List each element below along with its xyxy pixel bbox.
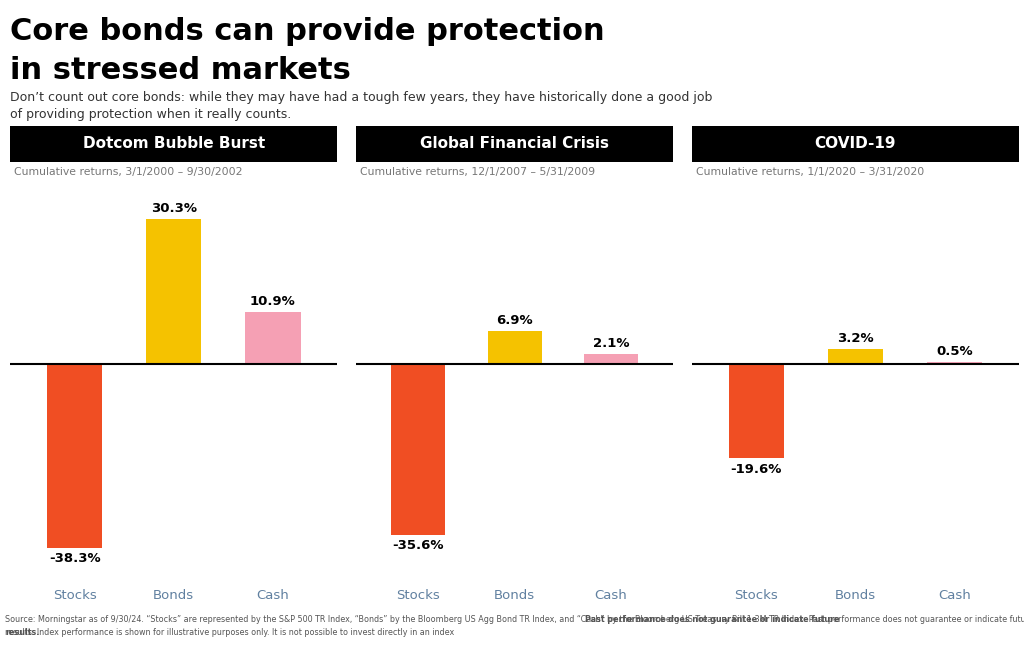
Text: 3.2%: 3.2% [837,332,873,344]
Bar [391,364,445,535]
Text: Don’t count out core bonds: while they may have had a tough few years, they have: Don’t count out core bonds: while they m… [10,91,713,104]
Bar [584,354,638,364]
Text: results. Index performance is shown for illustrative purposes only. It is not po: results. Index performance is shown for … [5,628,455,637]
Text: Cash: Cash [595,589,628,602]
Text: -35.6%: -35.6% [392,539,444,553]
Text: COVID-19: COVID-19 [815,136,896,151]
Bar [47,364,102,548]
Text: Bonds: Bonds [494,589,536,602]
Text: Cash: Cash [938,589,971,602]
Text: 2.1%: 2.1% [593,337,629,350]
Bar [487,331,542,364]
Text: of providing protection when it really counts.: of providing protection when it really c… [10,108,292,122]
Text: results.: results. [5,628,40,637]
Text: Stocks: Stocks [53,589,96,602]
Text: 30.3%: 30.3% [151,202,197,215]
Bar [927,362,982,364]
Text: Bonds: Bonds [154,589,195,602]
Bar [146,219,202,364]
Text: -38.3%: -38.3% [49,553,100,565]
Text: Core bonds can provide protection: Core bonds can provide protection [10,17,605,46]
Text: Global Financial Crisis: Global Financial Crisis [420,136,609,151]
Text: Source: Morningstar as of 9/30/24. “Stocks” are represented by the S&P 500 TR In: Source: Morningstar as of 9/30/24. “Stoc… [5,615,1024,624]
Text: Cumulative returns, 12/1/2007 – 5/31/2009: Cumulative returns, 12/1/2007 – 5/31/200… [359,167,595,177]
Text: Bonds: Bonds [835,589,876,602]
Text: Cash: Cash [256,589,289,602]
Text: Past performance does not guarantee or indicate future: Past performance does not guarantee or i… [585,615,840,624]
Text: Cumulative returns, 1/1/2020 – 3/31/2020: Cumulative returns, 1/1/2020 – 3/31/2020 [696,167,925,177]
Text: 0.5%: 0.5% [936,344,973,358]
Bar [245,312,301,364]
Text: 10.9%: 10.9% [250,295,296,308]
Bar [728,364,784,458]
Text: Stocks: Stocks [734,589,778,602]
Text: Cumulative returns, 3/1/2000 – 9/30/2002: Cumulative returns, 3/1/2000 – 9/30/2002 [14,167,243,177]
Text: -19.6%: -19.6% [730,463,782,476]
Bar [827,349,883,364]
Text: in stressed markets: in stressed markets [10,56,351,85]
Text: Stocks: Stocks [396,589,440,602]
Text: Dotcom Bubble Burst: Dotcom Bubble Burst [83,136,265,151]
Text: 6.9%: 6.9% [497,314,532,327]
